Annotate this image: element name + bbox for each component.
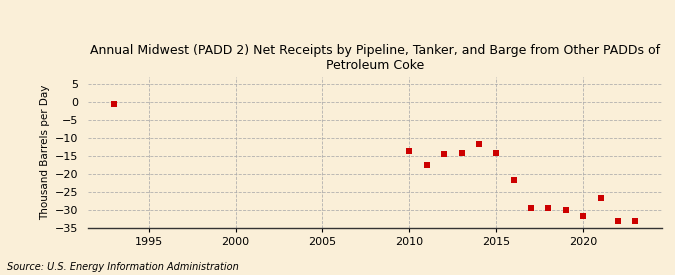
Point xyxy=(491,150,502,155)
Point xyxy=(613,219,624,223)
Point xyxy=(578,213,589,218)
Point xyxy=(421,163,432,167)
Point xyxy=(508,177,519,182)
Point xyxy=(543,206,554,211)
Point xyxy=(439,152,450,157)
Point xyxy=(109,102,119,106)
Point xyxy=(630,219,641,223)
Point xyxy=(404,148,415,153)
Y-axis label: Thousand Barrels per Day: Thousand Barrels per Day xyxy=(40,85,51,220)
Point xyxy=(560,208,571,213)
Point xyxy=(474,141,485,146)
Text: Source: U.S. Energy Information Administration: Source: U.S. Energy Information Administ… xyxy=(7,262,238,272)
Point xyxy=(526,206,537,211)
Point xyxy=(595,196,606,200)
Title: Annual Midwest (PADD 2) Net Receipts by Pipeline, Tanker, and Barge from Other P: Annual Midwest (PADD 2) Net Receipts by … xyxy=(90,44,659,72)
Point xyxy=(456,150,467,155)
